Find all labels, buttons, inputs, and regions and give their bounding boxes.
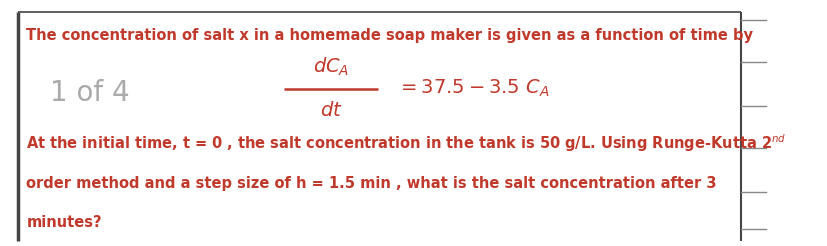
Text: minutes?: minutes? bbox=[26, 215, 102, 230]
Text: The concentration of salt x in a homemade soap maker is given as a function of t: The concentration of salt x in a homemad… bbox=[26, 28, 753, 43]
Text: order method and a step size of h = 1.5 min , what is the salt concentration aft: order method and a step size of h = 1.5 … bbox=[26, 176, 716, 191]
Text: 1 of 4: 1 of 4 bbox=[50, 79, 129, 108]
Text: $= 37.5 - 3.5\ C_A$: $= 37.5 - 3.5\ C_A$ bbox=[397, 78, 549, 99]
Text: $dC_A$: $dC_A$ bbox=[313, 55, 349, 77]
Text: $dt$: $dt$ bbox=[319, 101, 342, 120]
Text: At the initial time, t = 0 , the salt concentration in the tank is 50 g/L. Using: At the initial time, t = 0 , the salt co… bbox=[26, 132, 786, 154]
